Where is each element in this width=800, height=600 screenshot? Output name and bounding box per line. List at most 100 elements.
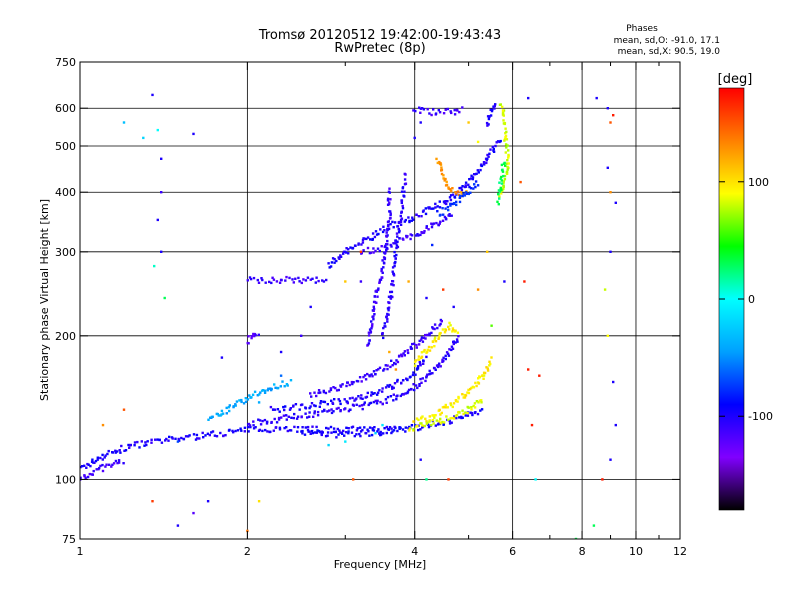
- trace-point: [450, 348, 453, 352]
- trace-point: [252, 424, 255, 427]
- trace-point: [474, 185, 477, 189]
- scatter-point: [352, 478, 355, 481]
- trace-point: [324, 435, 328, 438]
- colorbar-tick-label: 100: [748, 176, 769, 189]
- scatter-point: [279, 374, 283, 377]
- trace-point: [457, 395, 460, 399]
- trace-point: [461, 393, 464, 396]
- trace-point: [386, 320, 389, 323]
- trace-point: [274, 386, 277, 389]
- trace-point: [359, 430, 363, 433]
- trace-point: [145, 443, 148, 447]
- trace-point: [312, 415, 315, 418]
- scatter-point: [419, 458, 422, 461]
- trace-point: [86, 475, 90, 479]
- trace-point: [228, 404, 231, 407]
- trace-point: [448, 214, 451, 217]
- trace-point: [282, 414, 286, 417]
- trace-point: [507, 156, 510, 159]
- trace-point: [428, 332, 431, 335]
- trace-point: [285, 418, 288, 421]
- trace-point: [419, 111, 422, 114]
- trace-point: [160, 441, 164, 444]
- scatter-point: [359, 250, 363, 253]
- trace-point: [323, 400, 327, 404]
- trace-point: [433, 367, 436, 370]
- trace-point: [227, 406, 231, 409]
- trace-point: [392, 272, 395, 275]
- trace-point: [444, 200, 447, 203]
- trace-point: [471, 413, 474, 417]
- trace-point: [422, 108, 426, 111]
- scatter-point: [467, 121, 470, 124]
- trace-point: [317, 279, 320, 283]
- trace-point: [369, 330, 373, 333]
- trace-point: [410, 387, 413, 391]
- trace-point: [456, 190, 460, 193]
- scatter-point: [160, 191, 163, 194]
- trace-point: [231, 429, 234, 433]
- trace-point: [316, 414, 320, 417]
- trace-point: [410, 424, 414, 427]
- trace-point: [314, 281, 317, 284]
- trace-point: [376, 295, 379, 298]
- trace-point: [112, 462, 116, 465]
- trace-point: [389, 243, 392, 247]
- trace-point: [351, 396, 354, 400]
- trace-point: [372, 251, 375, 254]
- trace-point: [104, 454, 107, 457]
- trace-point: [290, 416, 293, 419]
- trace-point: [284, 405, 287, 408]
- scatter-point: [503, 280, 506, 283]
- trace-point: [325, 278, 328, 282]
- trace-point: [301, 426, 304, 429]
- trace-point: [366, 246, 370, 250]
- trace-point: [395, 359, 398, 362]
- trace-point: [431, 419, 435, 422]
- trace-point: [374, 230, 378, 233]
- trace-point: [94, 459, 98, 463]
- trace-point: [326, 403, 329, 406]
- scatter-point: [142, 136, 145, 140]
- trace-point: [409, 237, 412, 241]
- trace-point: [262, 389, 265, 392]
- trace-point: [397, 227, 400, 231]
- scatter-point: [279, 350, 283, 354]
- trace-point: [395, 253, 398, 257]
- trace-point: [301, 429, 304, 433]
- trace-point: [404, 430, 407, 433]
- trace-point: [391, 387, 394, 390]
- trace-point: [366, 428, 369, 431]
- trace-point: [264, 428, 267, 432]
- y-tick-label: 400: [55, 186, 76, 199]
- trace-point: [500, 175, 503, 179]
- trace-point: [420, 351, 424, 354]
- trace-point: [505, 138, 509, 141]
- trace-point: [487, 155, 490, 158]
- scatter-point: [595, 96, 598, 100]
- trace-point: [476, 169, 479, 172]
- trace-point: [328, 390, 331, 393]
- trace-point: [258, 419, 262, 422]
- trace-point: [456, 400, 459, 403]
- trace-point: [363, 237, 366, 240]
- trace-point: [415, 213, 418, 216]
- trace-point: [432, 207, 435, 210]
- trace-point: [389, 295, 393, 298]
- trace-point: [445, 351, 449, 354]
- trace-point: [453, 415, 456, 418]
- trace-point: [500, 188, 503, 191]
- trace-point: [259, 423, 263, 426]
- trace-point: [398, 426, 401, 429]
- trace-point: [116, 461, 119, 465]
- trace-point: [407, 427, 410, 430]
- trace-point: [330, 411, 334, 415]
- trace-point: [308, 411, 311, 414]
- trace-point: [410, 234, 414, 237]
- scatter-point: [490, 324, 493, 327]
- trace-point: [468, 178, 471, 181]
- trace-point: [332, 430, 336, 434]
- trace-point: [488, 360, 491, 363]
- trace-point: [368, 328, 372, 331]
- trace-point: [249, 277, 253, 281]
